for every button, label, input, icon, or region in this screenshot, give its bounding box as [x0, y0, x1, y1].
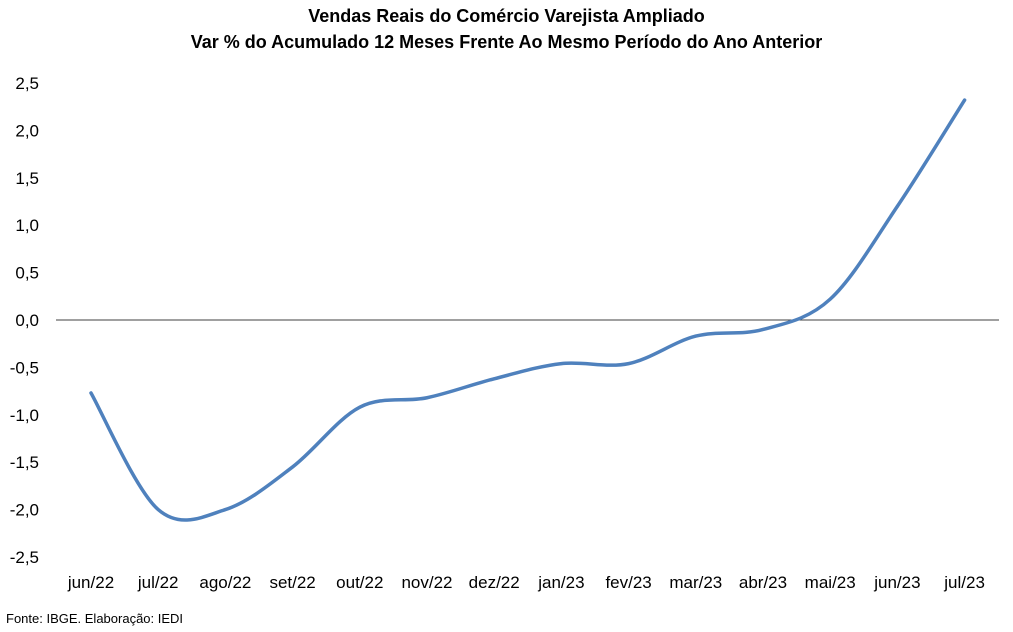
y-tick-label: 1,0 [15, 216, 39, 235]
x-axis-tick-labels: jun/22 jul/22 ago/22 set/22 out/22 nov/22 dez/… [67, 573, 985, 592]
x-tick-label: jun/23 [873, 573, 920, 592]
y-tick-label: -1,0 [10, 406, 39, 425]
data-point [895, 204, 899, 208]
x-tick-label: out/22 [336, 573, 383, 592]
x-tick-label: jul/22 [137, 573, 179, 592]
x-tick-label: mai/23 [805, 573, 856, 592]
data-point [559, 362, 563, 366]
data-points [89, 98, 967, 512]
y-tick-label: 0,0 [15, 311, 39, 330]
y-tick-label: -0,5 [10, 358, 39, 377]
x-tick-label: dez/22 [469, 573, 520, 592]
chart-subtitle: Var % do Acumulado 12 Meses Frente Ao Me… [190, 32, 823, 52]
y-tick-label: -2,5 [10, 548, 39, 567]
chart-title: Vendas Reais do Comércio Varejista Ampli… [308, 6, 705, 26]
data-point [89, 391, 93, 395]
y-tick-label: 2,5 [15, 74, 39, 93]
series-line [89, 98, 967, 522]
x-tick-label: set/22 [269, 573, 315, 592]
data-point [291, 465, 295, 469]
data-point [223, 508, 227, 512]
x-tick-label: jul/23 [943, 573, 985, 592]
x-tick-label: nov/22 [401, 573, 452, 592]
y-tick-label: 2,0 [15, 121, 39, 140]
data-point [425, 396, 429, 400]
x-tick-label: mar/23 [669, 573, 722, 592]
data-point [358, 405, 362, 409]
data-point [627, 362, 631, 366]
x-tick-label: jun/22 [67, 573, 114, 592]
y-axis-tick-labels: 2,5 2,0 1,5 1,0 0,5 0,0 -0,5 -1,0 -1,5 -2,0 -2,5 [10, 74, 39, 567]
y-tick-label: 0,5 [15, 264, 39, 283]
data-point [963, 98, 967, 102]
y-tick-label: -1,5 [10, 453, 39, 472]
source-note: Fonte: IBGE. Elaboração: IEDI [6, 611, 184, 626]
x-tick-label: ago/22 [199, 573, 251, 592]
y-tick-label: -2,0 [10, 501, 39, 520]
data-point [761, 327, 765, 331]
x-tick-label: jan/23 [537, 573, 584, 592]
x-tick-label: abr/23 [739, 573, 787, 592]
data-point [492, 377, 496, 381]
y-tick-label: 1,5 [15, 169, 39, 188]
data-point [694, 334, 698, 338]
data-point [828, 297, 832, 301]
data-point [156, 508, 160, 512]
x-tick-label: fev/23 [605, 573, 651, 592]
